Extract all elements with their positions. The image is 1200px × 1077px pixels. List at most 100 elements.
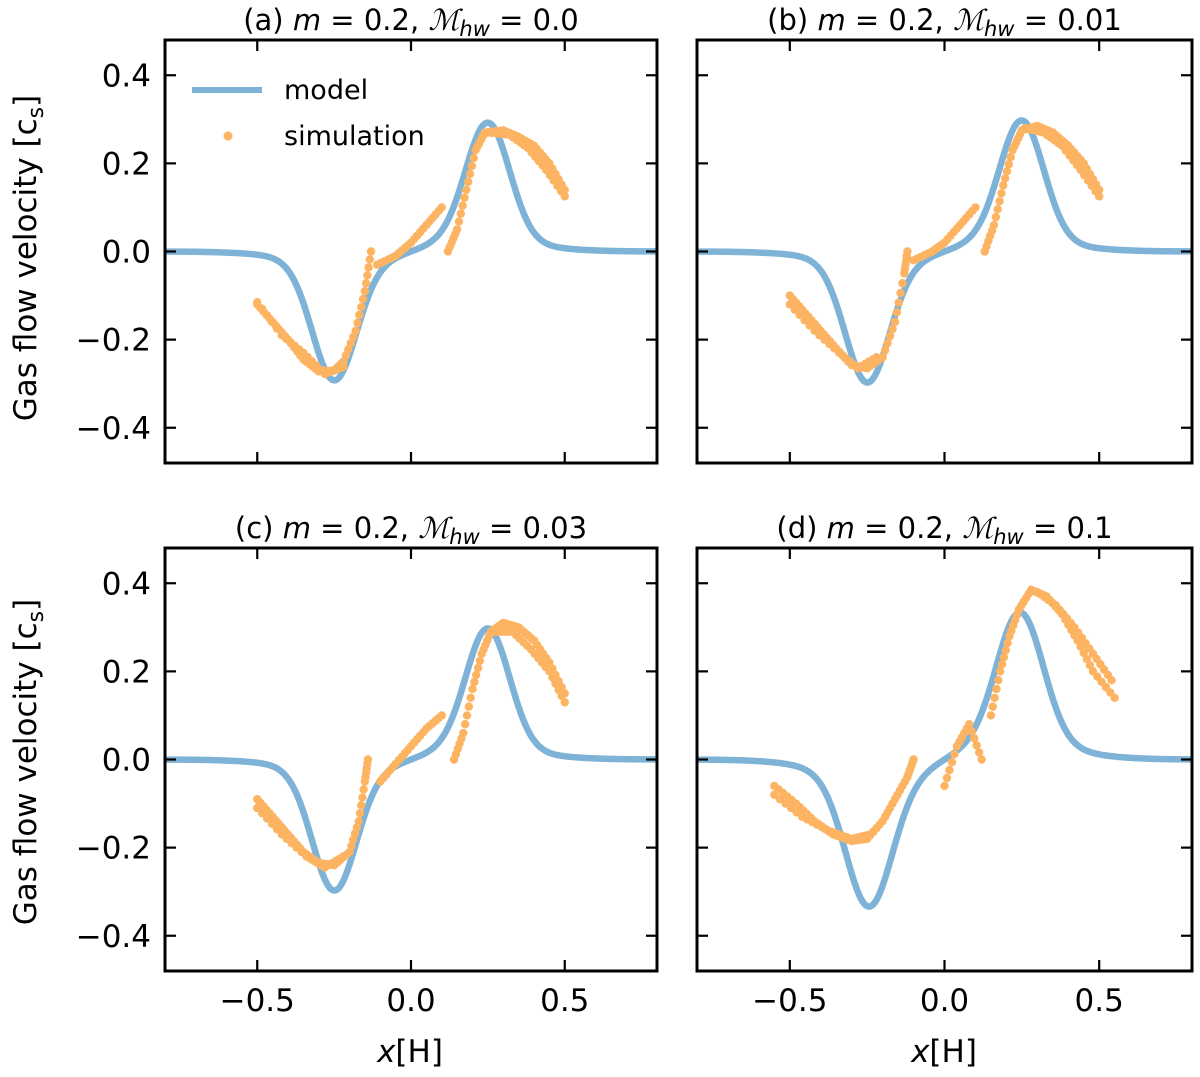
simulation-point	[366, 247, 376, 256]
simulation-point	[253, 803, 262, 813]
panel-title-part: hw	[993, 525, 1024, 549]
panel-title-part: = 0.1	[1024, 511, 1113, 545]
panel-title: (a) m = 0.2, ℳhw = 0.0	[243, 3, 579, 41]
simulation-point	[967, 727, 976, 736]
simulation-point	[456, 209, 466, 218]
simulation-point	[993, 205, 1002, 214]
simulation-point	[872, 353, 881, 362]
simulation-point	[470, 677, 479, 687]
simulation-point	[360, 286, 370, 296]
simulation-point	[1004, 160, 1014, 169]
simulation-point	[947, 757, 957, 767]
simulation-point	[463, 177, 473, 187]
panel-title: (d) m = 0.2, ℳhw = 0.1	[776, 511, 1112, 549]
simulation-point	[262, 814, 272, 823]
y-tick-label: 0.0	[102, 743, 151, 779]
simulation-point	[460, 720, 470, 729]
simulation-point	[890, 317, 900, 327]
simulation-point	[437, 203, 446, 212]
simulation-point	[354, 816, 363, 826]
simulation-point	[253, 297, 262, 307]
plot-area	[697, 585, 1192, 910]
simulation-point	[462, 711, 472, 720]
legend: model simulation	[192, 75, 425, 152]
panel-title-part: ℳ	[428, 3, 463, 37]
ylabel-bottom: Gas flow velocity [cs]	[8, 599, 49, 925]
simulation-point	[437, 711, 446, 720]
x-tick-label: 0.5	[1075, 983, 1124, 1019]
plot-area	[165, 618, 657, 894]
simulation-point	[878, 353, 887, 362]
simulation-point	[560, 698, 569, 707]
y-tick-label: −0.2	[76, 323, 151, 359]
panel-title-part: ℳ	[953, 3, 988, 37]
simulation-point	[909, 755, 918, 764]
model-line	[165, 625, 657, 894]
panel-title-part: (c)	[235, 511, 283, 545]
simulation-point	[358, 294, 368, 304]
model-line	[697, 117, 1192, 386]
simulation-point	[1094, 192, 1104, 201]
simulation-point	[995, 197, 1004, 206]
simulation-point	[469, 153, 478, 163]
simulation-point	[272, 324, 282, 333]
simulation-point	[894, 298, 903, 307]
ylabel-top: Gas flow velocity [cs]	[8, 95, 49, 421]
panel-title: (b) m = 0.2, ℳhw = 0.01	[767, 3, 1122, 41]
simulation-point	[800, 316, 809, 325]
simulation-point	[974, 748, 984, 757]
simulation-point	[364, 263, 373, 272]
simulation-point	[940, 781, 949, 791]
legend-model-label: model	[284, 75, 368, 106]
model-line	[697, 609, 1192, 910]
y-tick-label: 0.2	[102, 654, 151, 690]
simulation-point	[339, 852, 348, 861]
panel-c: (c) m = 0.2, ℳhw = 0.03 −0.4 −0.2 0.0 0.2 0.4…	[76, 511, 659, 1019]
simulation-point	[339, 362, 348, 372]
panel-title-part: = 0.01	[1015, 3, 1122, 37]
simulation-point	[272, 824, 282, 834]
plot-area	[165, 119, 657, 384]
panel-title-part: ℳ	[418, 511, 453, 545]
simulation-point	[359, 785, 368, 794]
simulation-point	[896, 288, 905, 298]
panel-title-part: = 0.03	[480, 511, 587, 545]
legend-simulation-label: simulation	[284, 121, 425, 152]
simulation-point	[363, 271, 372, 280]
simulation-point	[365, 255, 374, 264]
panel-b: (b) m = 0.2, ℳhw = 0.01	[695, 3, 1194, 465]
simulation-point	[257, 304, 267, 313]
simulation-point	[945, 765, 954, 775]
simulation-point	[267, 819, 277, 829]
simulation-point	[353, 318, 362, 328]
simulation-point	[997, 189, 1006, 198]
simulation-point	[257, 809, 267, 818]
panel-title: (c) m = 0.2, ℳhw = 0.03	[235, 511, 587, 549]
simulation-point	[468, 684, 477, 694]
simulation-point	[454, 217, 464, 226]
panel-title-part: hw	[449, 525, 480, 549]
x-tick-label: −0.5	[752, 983, 827, 1019]
panel-title-part: m	[827, 511, 855, 545]
simulation-point	[467, 161, 477, 171]
simulation-point	[452, 225, 462, 234]
simulation-point	[466, 693, 475, 703]
simulation-point	[903, 247, 912, 256]
y-tick-label: 0.4	[102, 58, 151, 94]
simulation-point	[1003, 638, 1012, 648]
panel-title-part: (d)	[776, 511, 826, 545]
simulation-point	[355, 809, 365, 818]
legend-simulation-swatch	[223, 131, 233, 141]
simulation-point	[361, 279, 371, 288]
xlabel-right: x[H]	[910, 1034, 977, 1070]
panel-title-part: m	[293, 3, 321, 37]
simulation-point	[473, 663, 483, 673]
simulation-point	[990, 693, 999, 703]
simulation-point	[992, 684, 1001, 694]
simulation-point	[475, 656, 485, 665]
simulation-point	[464, 702, 474, 711]
simulation-point	[892, 308, 902, 317]
simulation-point	[790, 305, 799, 314]
simulation-point	[795, 310, 804, 320]
